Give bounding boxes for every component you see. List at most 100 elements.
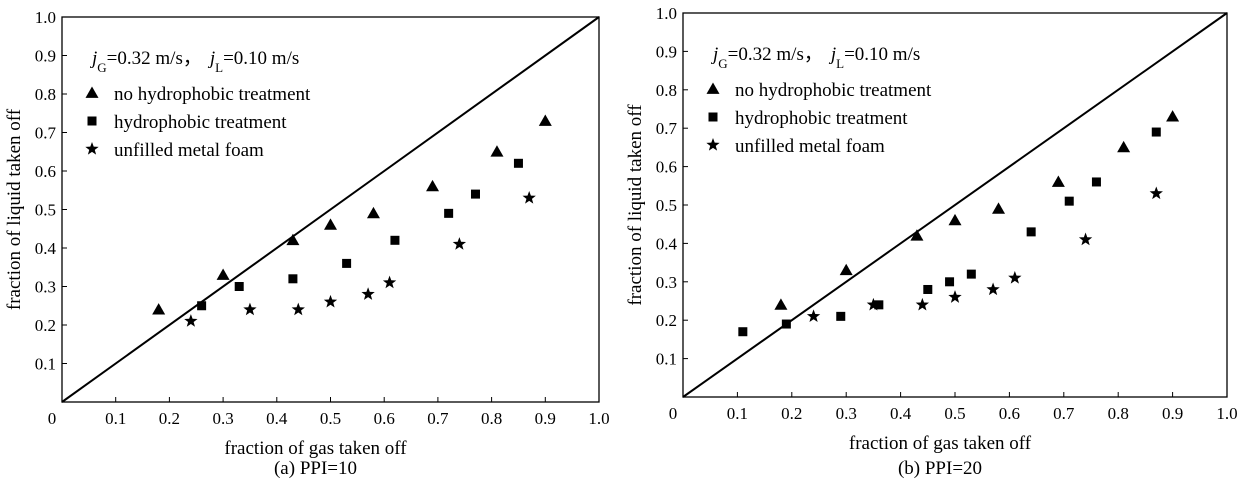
data-point-square: [234, 282, 244, 291]
x-tick-label: 0.2: [159, 409, 180, 428]
data-point-square: [738, 327, 748, 337]
data-point-square: [923, 284, 933, 294]
flow-conditions: jG=0.32 m/s， jL=0.10 m/s: [710, 44, 920, 71]
y-tick-label: 0.4: [35, 239, 57, 258]
x-tick-label: 0.6: [999, 404, 1020, 423]
y-tick-label: 0.8: [656, 81, 677, 100]
y-tick-label: 0.7: [656, 119, 678, 138]
y-tick-label: 0.5: [656, 196, 677, 215]
y-tick-label: 1.0: [656, 4, 677, 23]
data-point-triangle: [538, 114, 552, 126]
y-axis-title: fraction of liquid taken off: [4, 108, 25, 310]
legend-marker-star: [85, 142, 99, 155]
x-tick-label: 0.6: [374, 409, 395, 428]
data-point-star: [806, 309, 821, 323]
data-point-triangle: [152, 303, 166, 315]
x-tick-label: 0: [669, 404, 678, 423]
x-tick-label: 0: [48, 409, 57, 428]
legend-marker-square: [708, 112, 718, 122]
legend-label: no hydrophobic treatment: [735, 80, 932, 101]
reference-line: [682, 12, 1228, 398]
data-point-square: [1064, 196, 1074, 206]
data-point-square: [288, 274, 298, 284]
x-tick-label: 0.9: [1162, 404, 1183, 423]
data-point-star: [243, 302, 257, 316]
y-tick-label: 0.5: [35, 201, 56, 220]
x-tick-label: 0.1: [105, 409, 126, 428]
data-point-star: [1008, 270, 1022, 284]
data-point-triangle: [1166, 110, 1180, 122]
data-point-square: [966, 269, 976, 279]
y-tick-label: 0.3: [35, 278, 56, 297]
data-point-triangle: [286, 233, 300, 246]
y-tick-label: 0.7: [35, 124, 57, 143]
data-point-triangle: [1117, 140, 1131, 153]
panel-caption: (a) PPI=10: [274, 458, 357, 479]
legend-label: unfilled metal foam: [114, 140, 264, 161]
y-tick-label: 0.9: [35, 47, 56, 66]
data-point-square: [444, 208, 454, 218]
legend-marker-star: [706, 138, 720, 151]
legend-label: hydrophobic treatment: [114, 112, 287, 133]
data-point-star: [184, 314, 198, 327]
data-point-triangle: [216, 268, 230, 280]
y-tick-label: 0.6: [656, 158, 677, 177]
x-tick-label: 0.1: [727, 404, 748, 423]
data-point-square: [1026, 227, 1036, 237]
y-tick-label: 0.2: [35, 316, 56, 335]
reference-line: [61, 16, 600, 403]
chart-panel-b: 0 0.1 0.2 0.3 0.4 0.5 0.6 0.7 0.8 0.9 1.0 0.1 0.2 0.3…: [625, 4, 1238, 479]
y-tick-label: 0.1: [656, 350, 677, 369]
x-axis-title: fraction of gas taken off: [849, 433, 1032, 454]
data-point-star: [323, 294, 338, 308]
data-point-square: [1151, 127, 1161, 137]
x-tick-label: 0.2: [781, 404, 802, 423]
x-tick-label: 0.7: [1053, 404, 1075, 423]
x-tick-label: 0.9: [535, 409, 556, 428]
x-tick-label: 0.8: [1108, 404, 1129, 423]
y-tick-label: 1.0: [35, 8, 56, 27]
data-point-star: [382, 275, 397, 289]
panel-caption: (b) PPI=20: [898, 458, 982, 479]
data-point-square: [1091, 177, 1101, 187]
data-point-star: [361, 287, 375, 300]
x-tick-label: 0.4: [266, 409, 288, 428]
data-point-square: [197, 301, 207, 311]
x-axis-title: fraction of gas taken off: [224, 438, 407, 459]
data-point-star: [948, 290, 962, 303]
data-point-triangle: [839, 263, 853, 276]
legend-label: hydrophobic treatment: [735, 108, 908, 129]
data-point-star: [291, 302, 305, 316]
legend-label: no hydrophobic treatment: [114, 84, 311, 105]
data-point-star: [915, 297, 930, 311]
y-tick-label: 0.2: [656, 311, 677, 330]
legend-label: unfilled metal foam: [735, 136, 885, 157]
x-tick-label: 0.5: [320, 409, 341, 428]
chart-panel-a: 0 0.1 0.2 0.3 0.4 0.5 0.6 0.7 0.8 0.9 1.0 0.1 0.2 0.3…: [4, 8, 610, 479]
y-tick-label: 0.1: [35, 355, 56, 374]
data-point-triangle: [324, 218, 337, 230]
data-point-square: [874, 300, 884, 310]
x-tick-label: 1.0: [588, 409, 609, 428]
x-tick-label: 1.0: [1216, 404, 1237, 423]
data-point-triangle: [910, 229, 924, 241]
legend-marker-square: [87, 116, 97, 126]
data-point-triangle: [774, 298, 788, 310]
data-point-square: [470, 189, 480, 199]
y-tick-label: 0.4: [656, 234, 678, 253]
data-point-star: [986, 282, 1000, 296]
legend-marker-triangle: [85, 86, 99, 98]
data-point-square: [513, 158, 523, 168]
flow-conditions: jG=0.32 m/s， jL=0.10 m/s: [89, 48, 299, 75]
data-point-square: [342, 258, 352, 268]
data-point-square: [945, 277, 955, 287]
y-tick-label: 0.9: [656, 42, 677, 61]
data-point-star: [452, 237, 467, 250]
y-tick-label: 0.3: [656, 273, 677, 292]
data-point-triangle: [366, 206, 380, 219]
data-point-triangle: [1051, 175, 1065, 187]
data-point-star: [866, 297, 881, 311]
data-point-square: [781, 319, 791, 329]
data-point-square: [390, 235, 400, 245]
